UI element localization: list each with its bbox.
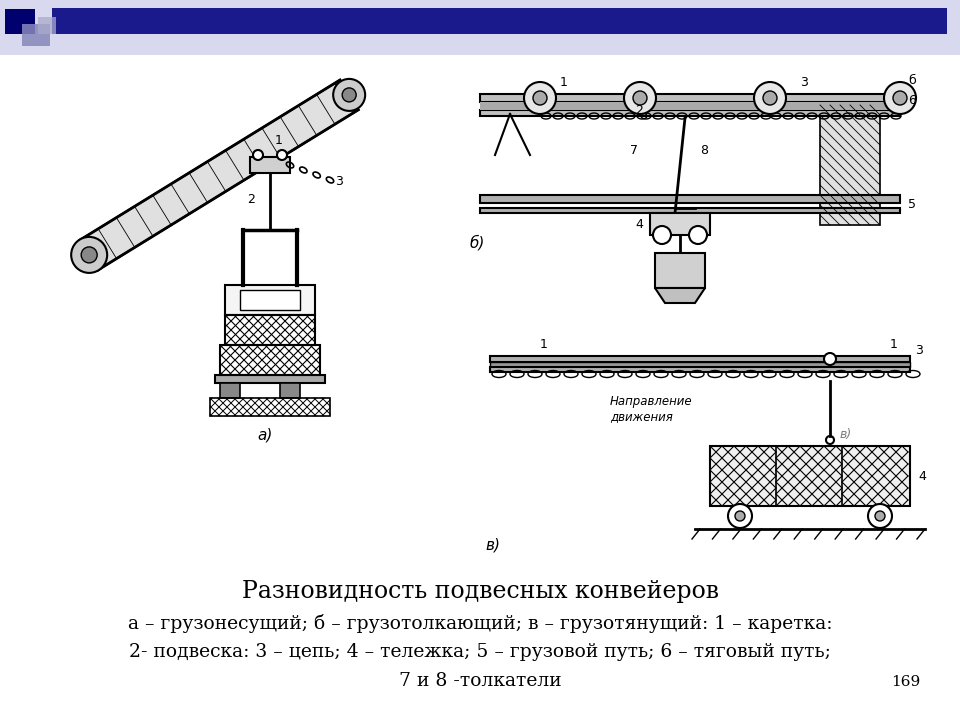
Bar xyxy=(0,0,960,55)
Circle shape xyxy=(253,150,263,160)
Circle shape xyxy=(342,88,356,102)
Text: 2: 2 xyxy=(635,104,643,117)
Circle shape xyxy=(689,226,707,244)
Bar xyxy=(210,398,330,416)
Circle shape xyxy=(624,82,656,114)
Text: 2- подвеска: 3 – цепь; 4 – тележка; 5 – грузовой путь; 6 – тяговый путь;: 2- подвеска: 3 – цепь; 4 – тележка; 5 – … xyxy=(129,643,831,661)
Bar xyxy=(225,315,315,345)
Circle shape xyxy=(633,91,647,105)
Circle shape xyxy=(868,504,892,528)
Text: 3: 3 xyxy=(800,76,808,89)
Circle shape xyxy=(875,511,885,521)
Circle shape xyxy=(71,237,108,273)
Text: 1: 1 xyxy=(890,338,898,351)
Text: 5: 5 xyxy=(908,199,916,212)
Bar xyxy=(240,290,300,310)
Text: б): б) xyxy=(470,235,486,251)
Text: 3: 3 xyxy=(915,343,923,356)
Text: 169: 169 xyxy=(891,675,920,689)
Text: Направление
движения: Направление движения xyxy=(610,395,692,423)
Text: в): в) xyxy=(485,537,500,552)
Circle shape xyxy=(333,79,365,111)
Circle shape xyxy=(763,91,777,105)
Circle shape xyxy=(884,82,916,114)
Bar xyxy=(710,446,910,506)
Circle shape xyxy=(82,247,97,263)
Circle shape xyxy=(824,353,836,365)
Text: 1: 1 xyxy=(540,338,548,351)
Bar xyxy=(5,9,35,34)
Bar xyxy=(820,105,880,225)
Bar xyxy=(52,8,947,34)
Text: 1: 1 xyxy=(275,134,283,147)
Text: а): а) xyxy=(257,428,273,443)
Text: 4: 4 xyxy=(918,469,925,482)
Circle shape xyxy=(754,82,786,114)
Bar xyxy=(480,94,900,102)
Circle shape xyxy=(524,82,556,114)
Text: 1: 1 xyxy=(560,76,568,89)
Text: 7: 7 xyxy=(630,143,638,156)
Bar xyxy=(655,253,705,288)
Bar xyxy=(490,356,910,362)
Circle shape xyxy=(533,91,547,105)
Bar xyxy=(220,383,240,398)
Text: 2: 2 xyxy=(247,193,255,206)
Bar xyxy=(225,285,315,315)
Bar xyxy=(480,208,900,213)
Text: а – грузонесущий; б – грузотолкающий; в – грузотянущий: 1 – каретка:: а – грузонесущий; б – грузотолкающий; в … xyxy=(128,614,832,633)
Circle shape xyxy=(653,226,671,244)
Bar xyxy=(280,383,300,398)
Bar xyxy=(490,362,910,367)
Bar xyxy=(650,213,710,235)
Text: 7 и 8 -толкатели: 7 и 8 -толкатели xyxy=(398,672,562,690)
Circle shape xyxy=(893,91,907,105)
Polygon shape xyxy=(655,288,705,303)
Bar xyxy=(480,102,900,110)
Bar xyxy=(215,375,325,383)
Text: в): в) xyxy=(840,428,852,441)
Text: 8: 8 xyxy=(700,143,708,156)
Circle shape xyxy=(735,511,745,521)
Text: 3: 3 xyxy=(335,175,343,188)
Text: 4: 4 xyxy=(635,217,643,230)
Polygon shape xyxy=(80,80,358,270)
Bar xyxy=(480,110,900,116)
Bar xyxy=(480,195,900,203)
Bar xyxy=(220,345,320,375)
Bar xyxy=(490,367,910,372)
Bar xyxy=(250,157,290,173)
Bar xyxy=(38,17,56,34)
Text: б: б xyxy=(908,73,916,86)
Bar xyxy=(22,24,50,46)
Text: 6: 6 xyxy=(908,94,916,107)
Circle shape xyxy=(728,504,752,528)
Text: Разновидность подвесных конвейеров: Разновидность подвесных конвейеров xyxy=(242,580,718,603)
Circle shape xyxy=(277,150,287,160)
